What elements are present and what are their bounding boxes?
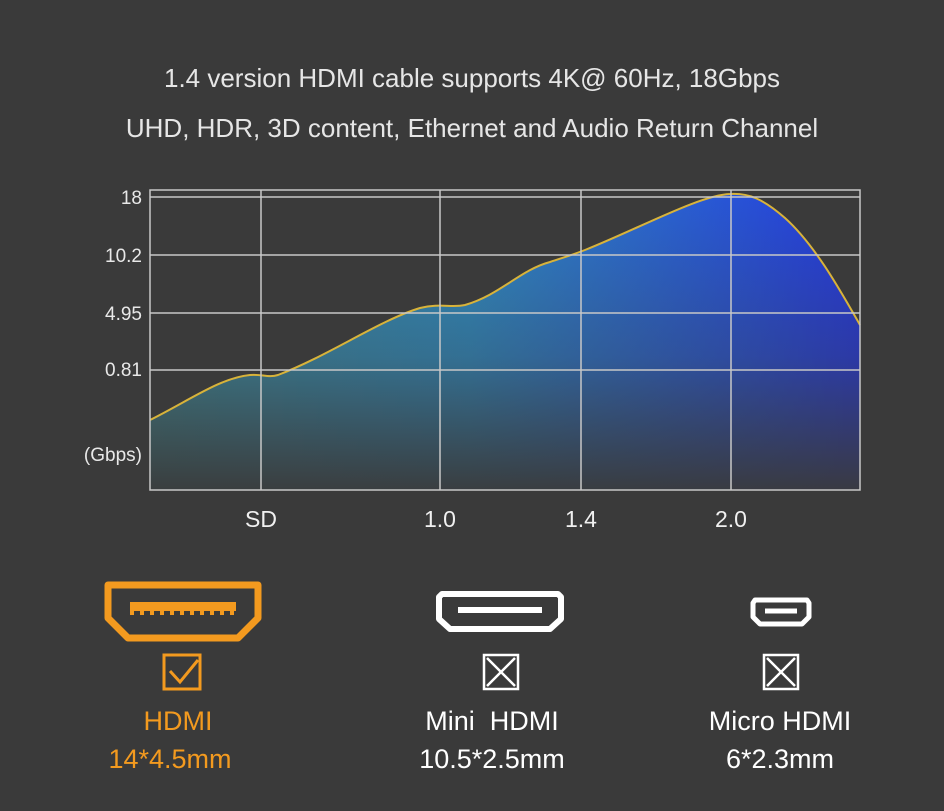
mini-hdmi-icon xyxy=(436,591,564,632)
product-name: Mini HDMI xyxy=(425,706,559,736)
subheadline: UHD, HDR, 3D content, Ethernet and Audio… xyxy=(126,113,818,143)
hdmi-icon xyxy=(104,581,262,642)
x-label: 1.0 xyxy=(424,506,456,532)
product-size: 14*4.5mm xyxy=(108,744,231,774)
product-size: 6*2.3mm xyxy=(726,744,834,774)
grid xyxy=(149,189,861,491)
product-size: 10.5*2.5mm xyxy=(419,744,565,774)
unit-label: (Gbps) xyxy=(84,445,142,466)
micro-hdmi-icon xyxy=(750,597,812,627)
x-label: 2.0 xyxy=(715,506,747,532)
x-label: SD xyxy=(245,506,277,532)
check-box xyxy=(162,653,202,691)
cross-box xyxy=(762,653,800,691)
y-label: 0.81 xyxy=(105,360,142,381)
y-label: 10.2 xyxy=(105,246,142,267)
cross-box xyxy=(482,653,520,691)
y-label: 4.95 xyxy=(105,304,142,325)
bandwidth-curve xyxy=(149,192,861,491)
headline: 1.4 version HDMI cable supports 4K@ 60Hz… xyxy=(164,63,780,93)
product-name: HDMI xyxy=(144,706,213,736)
y-label: 18 xyxy=(121,188,142,209)
x-label: 1.4 xyxy=(565,506,597,532)
product-name: Micro HDMI xyxy=(709,706,852,736)
